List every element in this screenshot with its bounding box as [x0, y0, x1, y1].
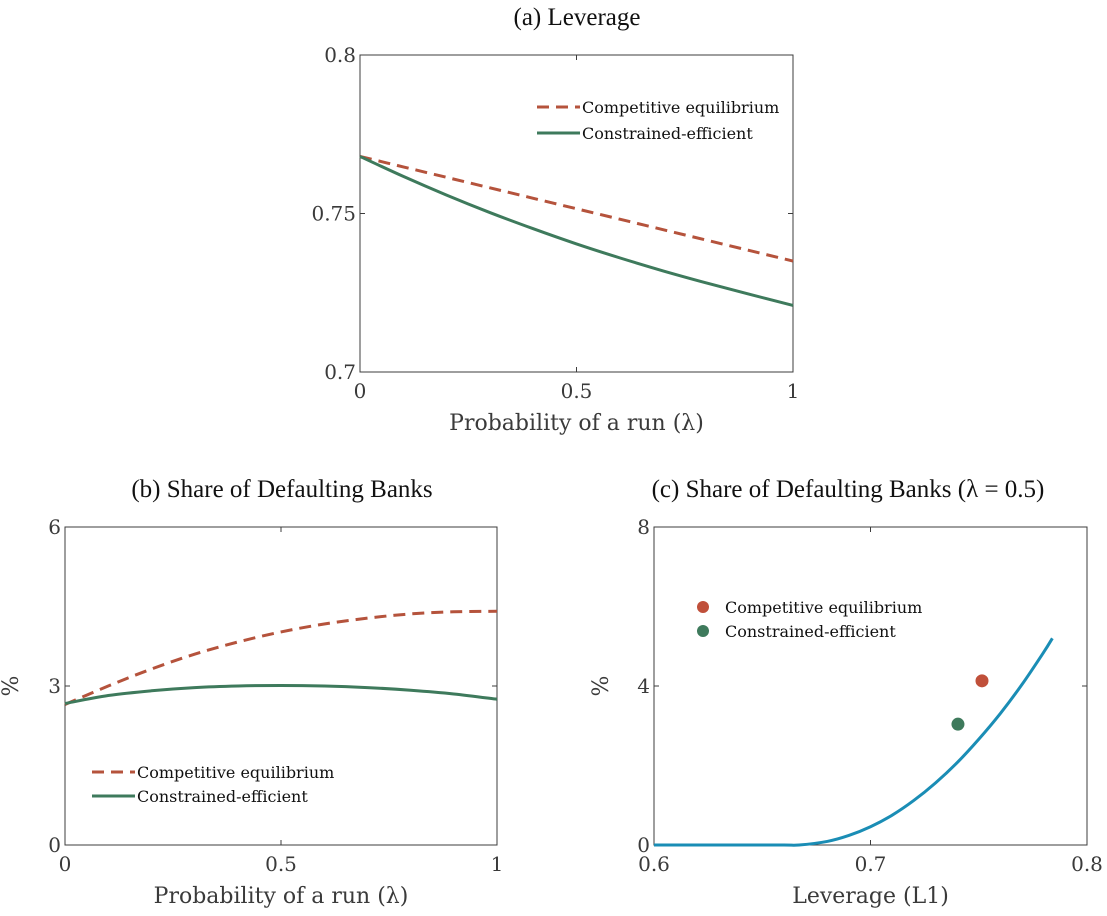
y-tick-label: 0 — [48, 833, 61, 857]
x-axis-label: Leverage (L1) — [792, 884, 949, 909]
series-layer — [359, 154, 794, 307]
y-tick-label: 0.8 — [324, 43, 356, 67]
axis-ticks — [64, 526, 498, 846]
legend-marker-competitive-equilibrium — [697, 601, 709, 613]
y-tick-label: 6 — [48, 515, 61, 539]
panel-leverage: (a) Leverage 0 0.5 1 0.7 0.75 0.8 Compet… — [311, 4, 799, 436]
y-tick-label: 3 — [48, 674, 61, 698]
point-constrained-efficient — [951, 717, 965, 731]
tick-labels: 0 0.5 1 0.7 0.75 0.8 — [311, 43, 799, 403]
x-axis-label: Probability of a run (λ) — [154, 884, 409, 909]
x-tick-label: 0.5 — [265, 852, 297, 876]
legend-label-competitive-equilibrium: Competitive equilibrium — [582, 98, 779, 117]
x-tick-label: 0 — [354, 379, 367, 403]
y-tick-label: 8 — [637, 515, 650, 539]
legend: Competitive equilibrium Constrained-effi… — [92, 763, 334, 806]
series-line-default-share-curve — [653, 637, 1054, 847]
panel-title: (c) Share of Defaulting Banks (λ = 0.5) — [652, 476, 1045, 503]
x-tick-label: 0.7 — [855, 852, 887, 876]
x-tick-label: 0.6 — [638, 852, 670, 876]
panel-title: (b) Share of Defaulting Banks — [131, 476, 432, 503]
legend-label-constrained-efficient: Constrained-efficient — [582, 124, 753, 143]
series-line-competitive-equilibrium — [359, 154, 794, 263]
x-tick-label: 0.5 — [561, 379, 593, 403]
y-axis-label: % — [0, 676, 24, 697]
legend: Competitive equilibrium Constrained-effi… — [537, 98, 779, 143]
series-layer — [64, 609, 498, 706]
x-tick-label: 0.8 — [1071, 852, 1103, 876]
y-tick-label: 0 — [637, 833, 650, 857]
panel-share-defaulting-banks: (b) Share of Defaulting Banks 0 0.5 1 0 … — [0, 476, 503, 909]
series-layer — [653, 637, 1054, 847]
y-tick-label: 0.75 — [311, 202, 356, 226]
points-layer — [951, 674, 989, 731]
legend-label-constrained-efficient: Constrained-efficient — [137, 787, 308, 806]
x-axis-label: Probability of a run (λ) — [449, 411, 704, 436]
series-line-constrained-efficient — [64, 683, 498, 705]
y-tick-label: 4 — [637, 674, 650, 698]
x-tick-label: 0 — [59, 852, 72, 876]
legend: Competitive equilibrium Constrained-effi… — [697, 598, 922, 641]
y-axis-label: % — [589, 676, 614, 697]
panel-title: (a) Leverage — [514, 4, 641, 31]
x-tick-label: 1 — [491, 852, 504, 876]
axis-ticks — [359, 54, 794, 373]
x-tick-label: 1 — [787, 379, 800, 403]
panel-share-defaulting-banks-vs-leverage: (c) Share of Defaulting Banks (λ = 0.5) … — [589, 476, 1103, 909]
y-tick-label: 0.7 — [324, 360, 356, 384]
series-line-constrained-efficient — [359, 155, 794, 307]
tick-labels: 0.6 0.7 0.8 0 4 8 — [637, 515, 1103, 876]
legend-label-competitive-equilibrium: Competitive equilibrium — [137, 763, 334, 782]
tick-labels: 0 0.5 1 0 3 6 — [48, 515, 503, 876]
point-competitive-equilibrium — [975, 674, 989, 688]
legend-label-competitive-equilibrium: Competitive equilibrium — [725, 598, 922, 617]
legend-marker-constrained-efficient — [697, 625, 709, 637]
legend-label-constrained-efficient: Constrained-efficient — [725, 622, 896, 641]
series-line-competitive-equilibrium — [64, 609, 498, 706]
